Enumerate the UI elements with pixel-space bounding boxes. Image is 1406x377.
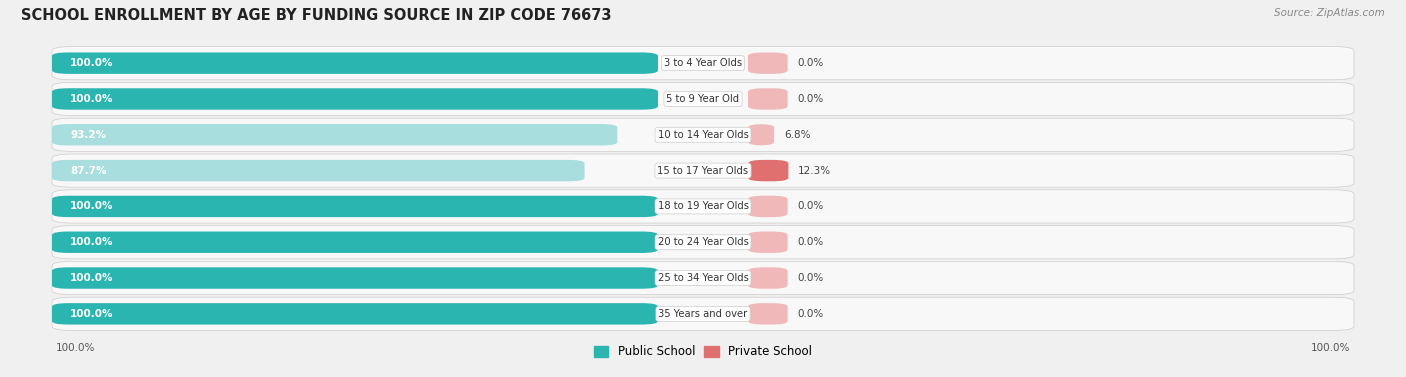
FancyBboxPatch shape (748, 231, 787, 253)
FancyBboxPatch shape (52, 303, 658, 325)
Text: 3 to 4 Year Olds: 3 to 4 Year Olds (664, 58, 742, 68)
Text: 87.7%: 87.7% (70, 166, 107, 176)
Text: 15 to 17 Year Olds: 15 to 17 Year Olds (658, 166, 748, 176)
Text: 12.3%: 12.3% (799, 166, 831, 176)
FancyBboxPatch shape (52, 231, 658, 253)
FancyBboxPatch shape (52, 88, 658, 110)
Text: 0.0%: 0.0% (797, 94, 824, 104)
FancyBboxPatch shape (52, 46, 1354, 80)
FancyBboxPatch shape (52, 267, 658, 289)
Text: 100.0%: 100.0% (70, 237, 114, 247)
FancyBboxPatch shape (52, 52, 658, 74)
Text: 93.2%: 93.2% (70, 130, 107, 140)
FancyBboxPatch shape (748, 267, 787, 289)
Text: 25 to 34 Year Olds: 25 to 34 Year Olds (658, 273, 748, 283)
Text: 100.0%: 100.0% (70, 58, 114, 68)
FancyBboxPatch shape (52, 261, 1354, 295)
FancyBboxPatch shape (748, 160, 789, 181)
FancyBboxPatch shape (52, 118, 1354, 152)
Text: SCHOOL ENROLLMENT BY AGE BY FUNDING SOURCE IN ZIP CODE 76673: SCHOOL ENROLLMENT BY AGE BY FUNDING SOUR… (21, 8, 612, 23)
FancyBboxPatch shape (748, 196, 787, 217)
Text: 100.0%: 100.0% (70, 309, 114, 319)
Text: 0.0%: 0.0% (797, 237, 824, 247)
Text: 0.0%: 0.0% (797, 201, 824, 211)
Text: 5 to 9 Year Old: 5 to 9 Year Old (666, 94, 740, 104)
Text: Source: ZipAtlas.com: Source: ZipAtlas.com (1274, 8, 1385, 18)
Text: 10 to 14 Year Olds: 10 to 14 Year Olds (658, 130, 748, 140)
FancyBboxPatch shape (748, 124, 775, 146)
Text: 100.0%: 100.0% (70, 273, 114, 283)
FancyBboxPatch shape (52, 190, 1354, 223)
Text: 100.0%: 100.0% (70, 94, 114, 104)
Text: 0.0%: 0.0% (797, 273, 824, 283)
FancyBboxPatch shape (748, 88, 787, 110)
FancyBboxPatch shape (52, 196, 658, 217)
FancyBboxPatch shape (52, 82, 1354, 116)
FancyBboxPatch shape (52, 124, 617, 146)
FancyBboxPatch shape (748, 52, 787, 74)
Text: 0.0%: 0.0% (797, 309, 824, 319)
Text: 0.0%: 0.0% (797, 58, 824, 68)
Text: 20 to 24 Year Olds: 20 to 24 Year Olds (658, 237, 748, 247)
Text: 100.0%: 100.0% (56, 343, 96, 353)
FancyBboxPatch shape (748, 303, 787, 325)
Text: 35 Years and over: 35 Years and over (658, 309, 748, 319)
FancyBboxPatch shape (52, 297, 1354, 331)
Text: 100.0%: 100.0% (1310, 343, 1350, 353)
Legend: Public School, Private School: Public School, Private School (589, 341, 817, 363)
Text: 100.0%: 100.0% (70, 201, 114, 211)
Text: 6.8%: 6.8% (785, 130, 810, 140)
Text: 18 to 19 Year Olds: 18 to 19 Year Olds (658, 201, 748, 211)
FancyBboxPatch shape (52, 160, 585, 181)
FancyBboxPatch shape (52, 154, 1354, 187)
FancyBboxPatch shape (52, 225, 1354, 259)
